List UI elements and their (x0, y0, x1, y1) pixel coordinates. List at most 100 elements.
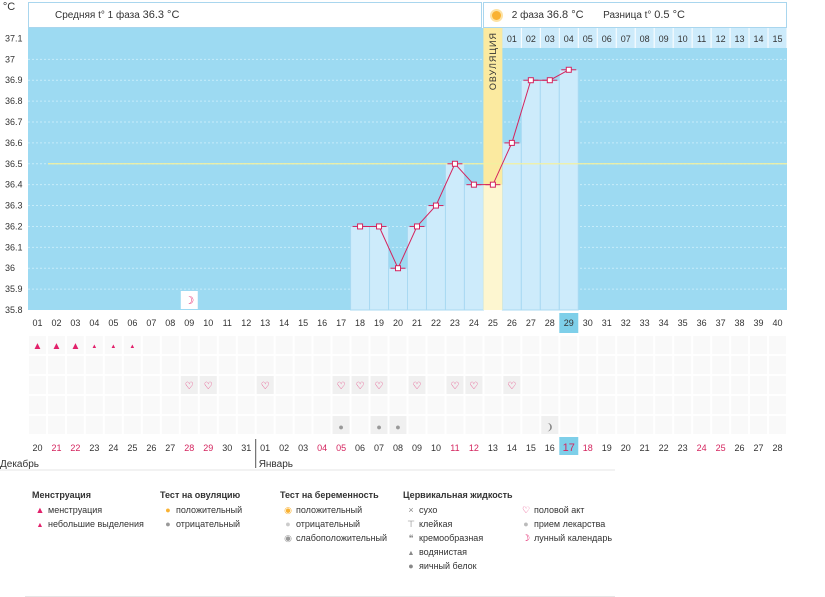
mark-cell (104, 416, 122, 434)
cycle-day-label: 12 (241, 318, 251, 328)
post-ovulation-day: 15 (773, 34, 783, 44)
mark-cell (750, 356, 768, 374)
calendar-date: 26 (146, 443, 156, 453)
mark-cell (465, 396, 483, 414)
mark-cell (104, 336, 122, 354)
cycle-day-label: 05 (108, 318, 118, 328)
post-ovulation-day: 10 (678, 34, 688, 44)
legend-title: Тест на овуляцию (160, 490, 241, 500)
mark-cell-active (199, 376, 217, 394)
mark-cell (636, 396, 654, 414)
mark-cell (617, 416, 635, 434)
temperature-bar (444, 163, 465, 311)
heart-icon: ♡ (337, 381, 346, 392)
legend-other: ♡ половой акт ● прием лекарства ☽ лунный ка… (518, 503, 612, 545)
mark-cell (446, 356, 464, 374)
temperature-bar (388, 267, 408, 311)
cycle-day-label: 04 (89, 318, 99, 328)
mark-cell (541, 396, 559, 414)
calendar-date: 11 (450, 443, 459, 453)
calendar-date: 28 (184, 443, 194, 453)
diff-value: 0.5 °C (654, 9, 685, 21)
mark-cell (389, 356, 407, 374)
calendar-date: 23 (678, 443, 688, 453)
month-label-dec: Декабрь (0, 458, 39, 470)
mark-cell (294, 376, 312, 394)
mark-cell (427, 336, 445, 354)
calendar-date: 12 (469, 443, 479, 453)
calendar-date: 04 (317, 443, 327, 453)
mark-cell (275, 396, 293, 414)
mark-cell (29, 376, 46, 394)
mark-cell (47, 396, 65, 414)
mark-cell (560, 376, 578, 394)
mark-cell-active (446, 376, 464, 394)
legend-menstruation: Менструация ▲ менструация ▲ небольшие выде… (32, 490, 144, 531)
cycle-day-label: 32 (621, 318, 631, 328)
mark-cell (636, 376, 654, 394)
mark-cell (218, 336, 236, 354)
mark-cell (218, 356, 236, 374)
legend-item: прием лекарства (534, 519, 606, 529)
mark-cell (579, 416, 597, 434)
mark-cell (617, 376, 635, 394)
mark-cell (294, 356, 312, 374)
mark-cell (731, 396, 749, 414)
mark-cell (370, 356, 388, 374)
calendar-date: 31 (241, 443, 251, 453)
cycle-day-label: 17 (336, 318, 346, 328)
temperature-point (413, 223, 420, 230)
mark-cell (769, 396, 786, 414)
mark-cell-active (256, 376, 274, 394)
heart-icon: ♡ (185, 381, 194, 392)
calendar-date: 25 (716, 443, 726, 453)
mark-cell (655, 396, 673, 414)
mark-cell (351, 396, 369, 414)
mark-cell (237, 376, 255, 394)
mark-cell (256, 396, 274, 414)
mark-cell (237, 336, 255, 354)
post-ovulation-day: 05 (583, 34, 593, 44)
mark-cell-active (408, 376, 426, 394)
lunar-cell (180, 291, 198, 309)
cycle-day-label: 16 (317, 318, 327, 328)
mark-cell (218, 376, 236, 394)
calendar-date: 20 (621, 443, 631, 453)
post-ovulation-day: 14 (754, 34, 764, 44)
mark-cell (313, 336, 331, 354)
mark-cell (104, 396, 122, 414)
mark-cell (47, 416, 65, 434)
temperature-bar (501, 142, 522, 311)
mark-cell (313, 396, 331, 414)
mark-cell (389, 396, 407, 414)
calendar-date: 30 (222, 443, 232, 453)
mark-cell (29, 336, 46, 354)
mark-cell (66, 376, 84, 394)
mark-cell (541, 376, 559, 394)
phase1-label: Средняя t° 1 фаза (55, 10, 140, 21)
mark-cell (161, 336, 179, 354)
legend-item: сухо (419, 505, 438, 515)
mark-cell (66, 356, 84, 374)
cycle-day-label: 23 (450, 318, 460, 328)
mark-cell-active (370, 376, 388, 394)
mark-cell (731, 356, 749, 374)
preg-negative-icon: ● (285, 519, 291, 529)
mark-cell (85, 376, 103, 394)
cycle-day-label: 11 (223, 318, 232, 328)
cycle-day-label: 29 (564, 318, 574, 328)
mark-cell (351, 336, 369, 354)
cycle-day-label: 22 (431, 318, 441, 328)
mark-cell (731, 376, 749, 394)
mark-cell (769, 356, 786, 374)
mark-cell (712, 336, 730, 354)
mark-cell (29, 416, 46, 434)
cycle-day-label: 21 (412, 318, 422, 328)
mark-cell (598, 376, 616, 394)
mark-cell (655, 416, 673, 434)
mark-cell (541, 356, 559, 374)
calendar-date: 16 (545, 443, 555, 453)
mark-cell (199, 336, 217, 354)
mark-cell (503, 416, 521, 434)
cycle-day-label: 03 (70, 318, 80, 328)
